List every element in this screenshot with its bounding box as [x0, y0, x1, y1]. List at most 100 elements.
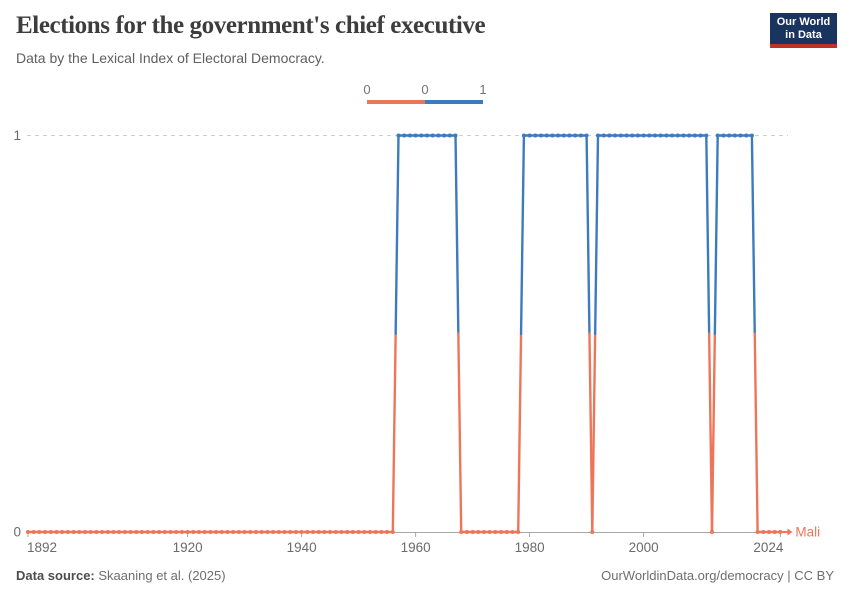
data-point[interactable]	[54, 530, 59, 534]
data-point[interactable]	[179, 530, 184, 534]
data-point[interactable]	[715, 133, 720, 138]
line-segment-transition[interactable]	[457, 332, 463, 534]
data-point[interactable]	[402, 133, 407, 138]
line-segment-transition[interactable]	[705, 134, 711, 335]
line-segment-transition[interactable]	[394, 134, 400, 335]
data-point[interactable]	[749, 133, 754, 138]
data-point[interactable]	[185, 530, 190, 534]
data-point[interactable]	[362, 530, 367, 534]
data-point[interactable]	[105, 530, 110, 534]
series-line-mali[interactable]	[26, 133, 783, 535]
data-point[interactable]	[339, 530, 344, 534]
data-point[interactable]	[761, 530, 766, 534]
data-point[interactable]	[675, 133, 680, 138]
data-point[interactable]	[88, 530, 93, 534]
data-point[interactable]	[539, 133, 543, 138]
data-point[interactable]	[556, 133, 561, 138]
data-point[interactable]	[248, 530, 253, 534]
data-point[interactable]	[578, 133, 583, 138]
data-point[interactable]	[704, 133, 709, 138]
data-point[interactable]	[219, 530, 224, 534]
data-point[interactable]	[635, 133, 640, 138]
data-point[interactable]	[26, 530, 30, 534]
data-point[interactable]	[533, 133, 538, 138]
line-segment-transition[interactable]	[454, 134, 460, 335]
data-point[interactable]	[436, 133, 441, 138]
data-point[interactable]	[202, 530, 207, 534]
data-point[interactable]	[162, 530, 167, 534]
data-point[interactable]	[755, 530, 760, 534]
data-point[interactable]	[77, 530, 82, 534]
legend-swatch-0[interactable]	[367, 100, 425, 104]
data-point[interactable]	[698, 133, 703, 138]
data-point[interactable]	[464, 530, 469, 534]
data-point[interactable]	[584, 133, 589, 138]
data-point[interactable]	[504, 530, 509, 534]
data-point[interactable]	[413, 133, 418, 138]
data-point[interactable]	[134, 530, 139, 534]
data-point[interactable]	[288, 530, 293, 534]
data-point[interactable]	[48, 530, 53, 534]
data-point[interactable]	[544, 133, 549, 138]
line-segment-transition[interactable]	[517, 332, 523, 534]
data-point[interactable]	[407, 133, 412, 138]
data-point[interactable]	[191, 530, 196, 534]
data-point[interactable]	[470, 530, 475, 534]
data-point[interactable]	[385, 530, 390, 534]
data-point[interactable]	[442, 133, 447, 138]
data-point[interactable]	[231, 530, 236, 534]
data-point[interactable]	[157, 530, 162, 534]
data-point[interactable]	[333, 530, 338, 534]
data-point[interactable]	[345, 530, 350, 534]
data-point[interactable]	[573, 133, 578, 138]
line-segment-transition[interactable]	[753, 332, 759, 534]
data-point[interactable]	[664, 133, 669, 138]
line-segment-transition[interactable]	[591, 332, 597, 534]
data-point[interactable]	[368, 530, 372, 534]
data-point[interactable]	[71, 530, 76, 534]
data-point[interactable]	[322, 530, 327, 534]
entity-arrow-head[interactable]	[787, 528, 793, 536]
data-point[interactable]	[487, 530, 492, 534]
data-point[interactable]	[459, 530, 464, 534]
data-point[interactable]	[732, 133, 737, 138]
data-point[interactable]	[618, 133, 623, 138]
data-point[interactable]	[510, 530, 515, 534]
data-point[interactable]	[607, 133, 612, 138]
data-point[interactable]	[128, 530, 133, 534]
legend-swatch-1[interactable]	[425, 100, 483, 104]
data-point[interactable]	[197, 530, 201, 534]
data-point[interactable]	[692, 133, 697, 138]
data-point[interactable]	[271, 530, 276, 534]
data-point[interactable]	[311, 530, 315, 534]
data-point[interactable]	[516, 530, 521, 534]
data-point[interactable]	[738, 133, 743, 138]
data-point[interactable]	[710, 530, 714, 534]
data-point[interactable]	[767, 530, 771, 534]
data-point[interactable]	[316, 530, 321, 534]
data-point[interactable]	[476, 530, 481, 534]
data-point[interactable]	[453, 133, 458, 138]
entity-name[interactable]: Mali	[795, 525, 820, 540]
data-point[interactable]	[681, 133, 686, 138]
data-point[interactable]	[425, 133, 429, 138]
data-point[interactable]	[419, 133, 424, 138]
data-point[interactable]	[721, 133, 726, 138]
data-point[interactable]	[328, 530, 333, 534]
line-segment-transition[interactable]	[391, 332, 397, 534]
data-point[interactable]	[236, 530, 241, 534]
data-point[interactable]	[117, 530, 122, 534]
data-point[interactable]	[613, 133, 618, 138]
data-point[interactable]	[447, 133, 452, 138]
data-point[interactable]	[60, 530, 65, 534]
data-point[interactable]	[299, 530, 304, 534]
data-point[interactable]	[727, 133, 732, 138]
data-point[interactable]	[601, 133, 606, 138]
line-segment-transition[interactable]	[750, 134, 756, 335]
data-point[interactable]	[493, 530, 498, 534]
data-point[interactable]	[356, 530, 361, 534]
data-point[interactable]	[499, 530, 504, 534]
data-point[interactable]	[653, 133, 657, 138]
data-point[interactable]	[208, 530, 213, 534]
data-point[interactable]	[379, 530, 384, 534]
